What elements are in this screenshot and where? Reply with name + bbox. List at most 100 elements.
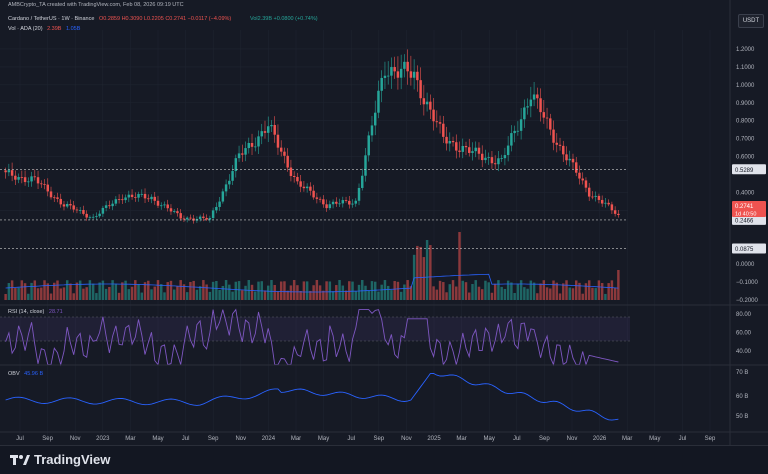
candle-body bbox=[20, 177, 24, 178]
candle-body bbox=[377, 90, 380, 113]
time-tick-label: Mar bbox=[622, 436, 632, 442]
volume-bar bbox=[127, 289, 131, 300]
obv-label: OBV bbox=[8, 371, 20, 377]
candle-body bbox=[610, 204, 614, 211]
level-label-bg bbox=[732, 214, 766, 225]
volume-bar bbox=[315, 280, 319, 300]
volume-bar bbox=[30, 282, 33, 300]
volume-bar bbox=[134, 280, 137, 300]
current-price-label: 0.2741 bbox=[735, 204, 754, 210]
volume-bar bbox=[78, 280, 82, 300]
candle-body bbox=[432, 109, 435, 122]
price-tick-label: 0.7000 bbox=[736, 137, 755, 143]
volume-bar bbox=[27, 293, 30, 300]
volume-bar bbox=[581, 293, 584, 300]
candle-body bbox=[43, 184, 46, 185]
tradingview-logo-icon[interactable] bbox=[10, 453, 30, 467]
volume-bar bbox=[266, 285, 270, 300]
tradingview-brand[interactable]: TradingView bbox=[34, 452, 111, 467]
volume-bar bbox=[438, 280, 442, 300]
volume-bar bbox=[17, 287, 20, 300]
volume-bar bbox=[182, 284, 186, 300]
candle-body bbox=[286, 155, 289, 168]
price-tick-label: −0.1000 bbox=[736, 280, 759, 286]
volume-bar bbox=[497, 280, 500, 300]
candle-body bbox=[241, 153, 244, 155]
candle-body bbox=[147, 198, 150, 200]
candle-body bbox=[468, 147, 471, 153]
volume-bar bbox=[468, 292, 471, 300]
volume-bar bbox=[23, 283, 27, 300]
volume-bar bbox=[435, 289, 439, 300]
volume-bar bbox=[283, 281, 286, 300]
candle-body bbox=[493, 163, 497, 165]
time-tick-label: Jul bbox=[679, 436, 687, 442]
volume-bar bbox=[399, 291, 403, 300]
volume-bar bbox=[348, 281, 351, 300]
candle-body bbox=[607, 202, 610, 205]
candle-body bbox=[302, 186, 306, 189]
candle-body bbox=[296, 176, 299, 182]
candle-body bbox=[185, 217, 189, 220]
time-tick-label: May bbox=[318, 436, 329, 442]
volume-bar bbox=[234, 281, 238, 300]
volume-bar bbox=[36, 288, 40, 300]
volume-bar bbox=[442, 282, 445, 300]
volume-bar bbox=[597, 280, 601, 300]
volume-bar bbox=[351, 281, 354, 300]
volume-bar bbox=[448, 284, 452, 300]
volume-bar bbox=[276, 291, 280, 300]
candle-body bbox=[33, 176, 37, 178]
volume-bar bbox=[205, 284, 208, 300]
candle-body bbox=[82, 209, 85, 214]
volume-bar bbox=[344, 290, 348, 300]
volume-bar bbox=[202, 280, 205, 300]
volume-bar bbox=[386, 285, 390, 300]
candle-body bbox=[309, 186, 312, 191]
volume-bars bbox=[4, 232, 620, 300]
volume-bar bbox=[425, 240, 429, 300]
volume-bar bbox=[545, 287, 549, 300]
volume-bar bbox=[600, 282, 604, 300]
candle-body bbox=[169, 208, 173, 212]
candle-body bbox=[208, 218, 212, 220]
volume-bar bbox=[604, 293, 607, 300]
candle-body bbox=[344, 200, 348, 201]
volume-bar bbox=[331, 291, 335, 300]
obv-value: 45.96 B bbox=[24, 371, 44, 377]
candle-body bbox=[189, 217, 192, 219]
symbol-line[interactable]: Cardano / TetherUS · 1W · Binance O0.285… bbox=[8, 16, 234, 22]
currency-button[interactable]: USDT bbox=[738, 14, 764, 28]
price-tick-label: 0.8000 bbox=[736, 119, 755, 125]
volume-bar bbox=[532, 282, 536, 300]
volume-bar bbox=[72, 293, 75, 300]
obv-legend[interactable]: OBV 45.96 B bbox=[8, 371, 46, 377]
volume-bar bbox=[477, 286, 481, 300]
volume-bar bbox=[10, 280, 14, 300]
candle-body bbox=[526, 106, 529, 108]
symbol-title: Cardano / TetherUS · 1W · Binance bbox=[8, 16, 95, 22]
volume-bar bbox=[396, 281, 400, 300]
volume-bar bbox=[519, 280, 523, 300]
candle-body bbox=[354, 200, 358, 204]
candle-body bbox=[571, 158, 575, 163]
volume-label: Vol · ADA (20) bbox=[8, 26, 43, 32]
candle-body bbox=[140, 193, 144, 195]
volume-bar bbox=[231, 291, 234, 300]
grid-lines bbox=[0, 30, 711, 440]
volume-bar bbox=[7, 283, 11, 300]
candle-body bbox=[202, 216, 205, 218]
price-tick-label: −0.2000 bbox=[736, 298, 759, 304]
volume-value-1: 2.39B bbox=[47, 26, 62, 32]
candle-body bbox=[451, 141, 455, 143]
candle-body bbox=[422, 98, 426, 105]
volume-bar bbox=[14, 288, 17, 300]
level-label-bg bbox=[732, 243, 766, 254]
candle-body bbox=[409, 71, 413, 78]
rsi-legend[interactable]: RSI (14, close) 28.71 bbox=[8, 309, 66, 315]
volume-bar bbox=[160, 284, 163, 300]
volume-legend[interactable]: Vol · ADA (20) 2.39B 1.05B bbox=[8, 26, 83, 32]
candle-body bbox=[506, 145, 510, 156]
candle-body bbox=[257, 136, 260, 147]
volume-bar bbox=[208, 291, 212, 300]
